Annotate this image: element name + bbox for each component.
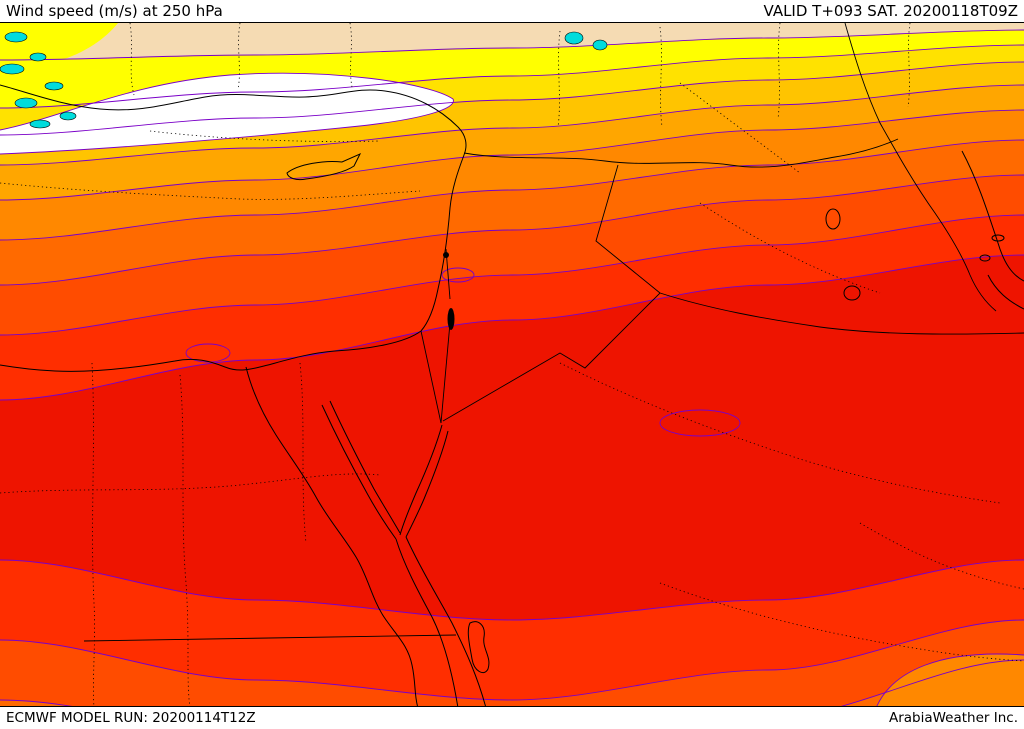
nile-river bbox=[245, 366, 419, 706]
island-lake-shape bbox=[14, 97, 38, 109]
red-sea-west-shore bbox=[395, 538, 459, 706]
turkey-lake bbox=[564, 31, 584, 45]
egypt-sudan-border bbox=[83, 634, 457, 642]
wind-speed-bands bbox=[0, 23, 1024, 706]
footer-bar: ECMWF MODEL RUN: 20200114T12Z ArabiaWeat… bbox=[0, 706, 1024, 729]
island-lake-shape bbox=[4, 31, 28, 43]
contour-line bbox=[876, 653, 1024, 706]
admin-boundary-line bbox=[699, 202, 881, 294]
gulf-island bbox=[979, 254, 991, 262]
island-lake-shape bbox=[59, 111, 77, 121]
syria-iraq-border bbox=[595, 164, 661, 294]
contour-line bbox=[0, 29, 1024, 61]
admin-boundary-line bbox=[299, 362, 307, 544]
iraq-lake bbox=[843, 285, 861, 301]
jordan-saudi-iraq-border bbox=[442, 292, 1024, 422]
mediterranean-coastline bbox=[0, 84, 467, 372]
admin-boundary-line bbox=[659, 582, 1024, 662]
contour-line bbox=[0, 109, 1024, 201]
sea-of-galilee bbox=[443, 252, 449, 258]
contour-line bbox=[0, 254, 1024, 401]
credit-label: ArabiaWeather Inc. bbox=[888, 710, 1018, 726]
coastlines bbox=[0, 84, 1024, 706]
cyprus-coastline bbox=[286, 152, 362, 181]
island-lake-shape bbox=[29, 52, 47, 62]
wind-map-svg bbox=[0, 23, 1024, 706]
persian-gulf-coast bbox=[987, 274, 1024, 310]
contour-line bbox=[0, 659, 1024, 706]
island-lake-shape bbox=[29, 119, 51, 129]
country-borders bbox=[83, 23, 1024, 642]
persian-gulf-coast bbox=[961, 150, 1024, 282]
admin-boundary-line bbox=[679, 82, 801, 174]
island-lake-shape bbox=[44, 81, 64, 91]
dead-sea bbox=[447, 308, 455, 330]
small-water-bodies bbox=[443, 252, 455, 330]
admin-boundary-line bbox=[179, 374, 191, 706]
gulf-island bbox=[991, 234, 1005, 242]
admin-boundaries bbox=[0, 23, 1024, 706]
admin-boundary-line bbox=[237, 23, 241, 90]
contour-closed-loop bbox=[659, 409, 741, 437]
wind-band-yellow-corner bbox=[0, 23, 118, 68]
gulf-of-suez-shore bbox=[321, 404, 397, 540]
admin-boundary-line bbox=[777, 23, 781, 120]
island-lake-shape bbox=[0, 63, 25, 75]
contour-line bbox=[0, 84, 1024, 166]
map-title: Wind speed (m/s) at 250 hPa bbox=[6, 2, 223, 20]
map-area bbox=[0, 23, 1024, 706]
contour-line bbox=[0, 174, 1024, 286]
wind-band-orange-corner-south bbox=[877, 654, 1024, 706]
red-sea-east-shore bbox=[405, 536, 486, 706]
lake-nasser-shore bbox=[467, 621, 490, 674]
admin-boundary-line bbox=[659, 26, 663, 128]
contour-line bbox=[0, 44, 1024, 109]
contour-line bbox=[0, 559, 1024, 621]
header-bar: Wind speed (m/s) at 250 hPa VALID T+093 … bbox=[0, 0, 1024, 23]
wind-band-cream bbox=[0, 23, 1024, 60]
gulf-of-aqaba-shore bbox=[405, 430, 449, 538]
contour-line bbox=[0, 214, 1024, 336]
jordan-river-border bbox=[445, 248, 451, 300]
contour-closed-loop bbox=[441, 267, 475, 283]
turkey-lake bbox=[592, 39, 608, 51]
model-run-label: ECMWF MODEL RUN: 20200114T12Z bbox=[6, 710, 256, 726]
contour-closed-loop bbox=[185, 343, 231, 363]
contour-line bbox=[0, 72, 454, 155]
gulf-of-aqaba-shore bbox=[399, 424, 443, 536]
israel-egypt-border bbox=[420, 330, 442, 424]
admin-boundary-line bbox=[0, 182, 421, 200]
lakes bbox=[0, 31, 608, 129]
valid-time-label: VALID T+093 SAT. 20200118T09Z bbox=[763, 2, 1018, 20]
admin-boundary-line bbox=[0, 473, 381, 494]
contour-isolines bbox=[0, 29, 1024, 706]
iraq-lake bbox=[825, 208, 841, 230]
israel-jordan-border bbox=[440, 322, 451, 424]
wind-band-vermilion-south bbox=[0, 620, 1024, 706]
contour-line bbox=[0, 619, 1024, 701]
wind-band-red-south bbox=[0, 560, 1024, 706]
contour-line bbox=[0, 139, 1024, 241]
turkey-syria-border bbox=[463, 138, 899, 168]
gulf-of-suez-shore bbox=[329, 400, 401, 534]
iran-iraq-border bbox=[844, 23, 997, 312]
contour-line bbox=[0, 61, 1024, 136]
